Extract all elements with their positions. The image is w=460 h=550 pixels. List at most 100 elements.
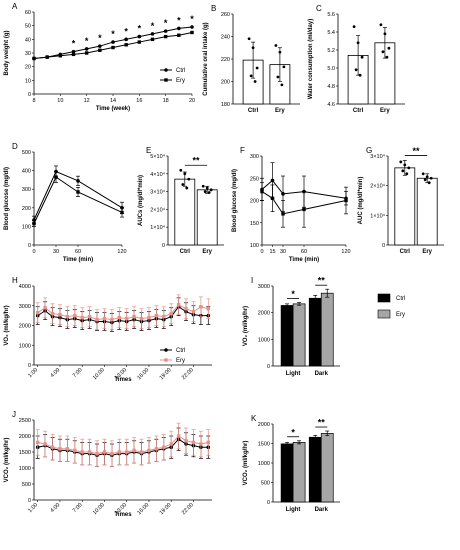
x-tick-label: 14: [110, 98, 116, 104]
y-tick-label: 2000: [258, 311, 270, 317]
significance-star: *: [72, 39, 76, 49]
y-tick-label: 300: [250, 154, 259, 160]
data-point: [176, 434, 181, 438]
y-tick-label: 5×10⁴: [150, 153, 165, 160]
y-tick-label: 1×10⁴: [370, 212, 385, 219]
data-point: [71, 49, 76, 54]
y-tick-label: 0: [28, 243, 31, 249]
data-point: [206, 307, 210, 311]
data-point: [177, 26, 181, 31]
bar-ctrl-dark: [308, 436, 322, 503]
y-tick-label: 4.6: [327, 102, 335, 108]
data-point: [427, 181, 431, 185]
data-point: [255, 66, 259, 70]
series-line-ery: [33, 176, 123, 224]
x-tick-label: 7:00: [72, 502, 84, 514]
panel-letter-E: E: [146, 146, 151, 155]
y-tick-label: 0: [267, 364, 270, 370]
x-category-label: Ery: [422, 249, 432, 255]
data-point: [120, 210, 124, 215]
panel-letter-K: K: [251, 414, 257, 423]
legend-label-ctrl: Ctrl: [396, 296, 405, 302]
x-tick-label: 15: [269, 249, 275, 255]
data-point: [125, 450, 129, 454]
data-point: [95, 317, 99, 322]
data-point: [302, 207, 306, 212]
data-point: [184, 439, 188, 443]
data-point: [185, 186, 189, 190]
data-point: [360, 55, 364, 59]
x-tick-label: 22:00: [181, 502, 195, 516]
series-line-ctrl: [33, 170, 123, 221]
legend-marker: [164, 78, 168, 82]
x-tick-label: 60: [75, 249, 81, 255]
data-point: [247, 37, 251, 41]
data-point: [278, 50, 282, 54]
y-tick-label: 0: [162, 243, 165, 249]
data-point: [36, 310, 40, 315]
data-point: [190, 25, 194, 29]
legend-swatch-ctrl: [377, 293, 391, 303]
data-point: [154, 313, 159, 318]
data-point: [32, 56, 36, 61]
data-point: [111, 40, 115, 44]
panel-letter-D: D: [12, 142, 18, 151]
y-tick-label: 4000: [19, 284, 31, 290]
data-point: [203, 190, 207, 194]
y-tick-label: 30: [25, 51, 31, 57]
x-tick-label: 30: [280, 249, 286, 255]
data-point: [381, 50, 385, 54]
data-point: [132, 314, 136, 319]
x-tick-label: 16:00: [136, 502, 150, 516]
legend-label-ery: Ery: [176, 78, 185, 84]
x-axis-label: Time (min): [63, 257, 93, 263]
data-point: [139, 316, 144, 321]
bar-ery-dark: [320, 433, 334, 503]
y-tick-label: 100: [22, 224, 31, 230]
data-point: [352, 25, 356, 28]
data-point: [274, 44, 278, 47]
y-tick-label: 4.8: [327, 84, 335, 90]
y-tick-label: 250: [250, 176, 259, 182]
bar-ery-dark: [320, 292, 334, 367]
data-point: [356, 41, 360, 45]
y-tick-label: 5.4: [327, 30, 335, 36]
data-point: [76, 190, 80, 194]
data-point: [385, 55, 389, 59]
bar-ery: [416, 177, 438, 246]
data-point: [43, 442, 47, 446]
bar-ctrl: [174, 178, 196, 246]
y-axis-label: VO₂ (ml/kg/hr): [4, 305, 10, 345]
y-axis-label: Blood glucose (mg/dl): [232, 169, 238, 232]
data-point: [80, 315, 84, 320]
significance-star: *: [138, 24, 142, 34]
data-point: [163, 29, 168, 33]
legend-label-ctrl: Ctrl: [176, 348, 185, 354]
y-axis-label: Water consumption (ml/day): [308, 19, 314, 99]
x-category-label: Ery: [380, 108, 390, 114]
x-tick-label: 0: [32, 249, 35, 255]
y-tick-label: 2000: [19, 324, 31, 330]
data-point: [206, 440, 210, 445]
data-point: [399, 160, 403, 164]
y-tick-label: 260: [221, 12, 230, 18]
significance-label: **: [192, 156, 200, 166]
panel-letter-A: A: [12, 2, 18, 11]
data-point: [190, 30, 194, 35]
y-tick-label: 300: [22, 187, 31, 193]
y-tick-label: 0: [28, 92, 31, 98]
y-tick-label: 220: [221, 57, 230, 63]
data-point: [73, 448, 77, 453]
y-tick-label: 500: [22, 150, 31, 156]
data-point: [50, 311, 55, 316]
data-point: [379, 23, 383, 27]
x-category-label: Ctrl: [400, 249, 411, 255]
x-tick-label: 4:00: [50, 367, 62, 379]
data-point: [281, 192, 285, 196]
bar-ctrl-light: [280, 443, 294, 503]
data-point: [162, 314, 166, 319]
y-tick-label: 5.0: [327, 66, 335, 72]
data-point: [98, 48, 102, 52]
data-point: [80, 450, 84, 454]
